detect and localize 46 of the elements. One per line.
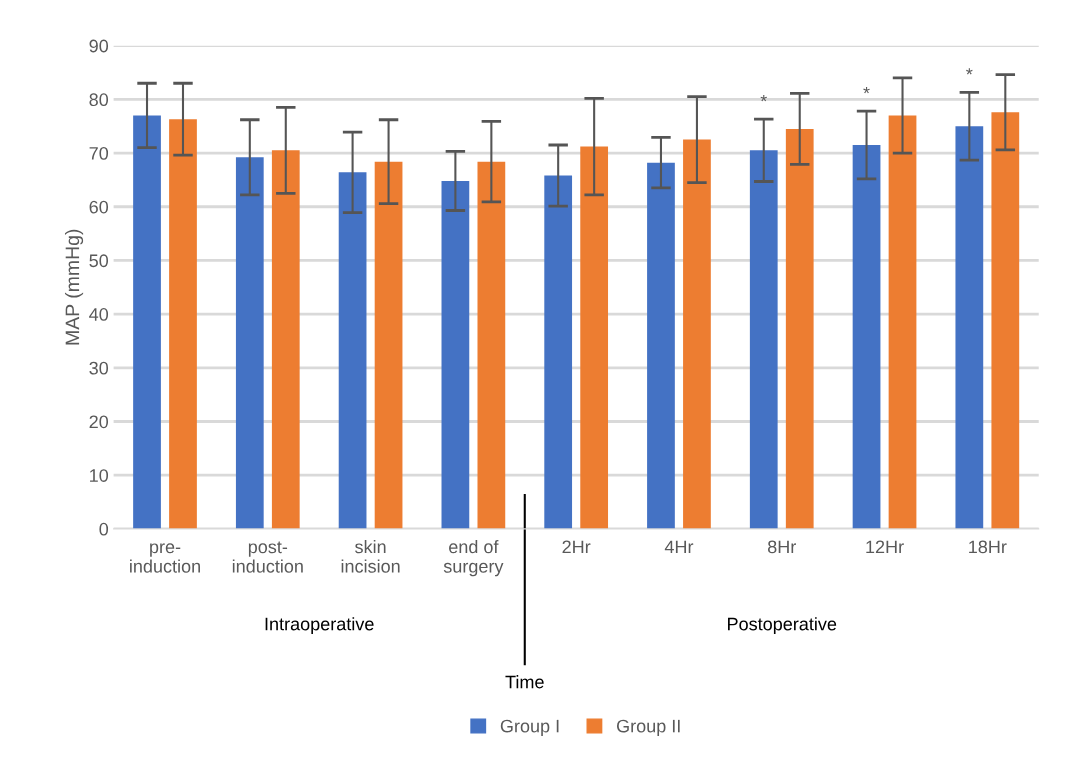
bar [580, 146, 609, 529]
y-tick-label: 30 [89, 361, 109, 375]
legend-label: Group II [617, 719, 680, 737]
text: Time [505, 675, 544, 689]
bar [647, 162, 675, 529]
x-tick-label: 18Hr [969, 540, 1007, 554]
y-tick-label: 0 [99, 522, 109, 536]
y-tick-label: 50 [89, 254, 109, 268]
bar [133, 115, 161, 529]
y-tick-label: 60 [89, 200, 109, 214]
y-tick-label: 40 [89, 308, 109, 321]
annotation: * [760, 95, 767, 102]
y-tick-label: 80 [89, 93, 109, 107]
y-tick-label: 70 [89, 146, 109, 160]
bar [441, 180, 470, 529]
x-tick-label: skin incision [341, 540, 400, 573]
bar [477, 161, 506, 529]
bar [955, 126, 984, 529]
y-axis-title: MAP (mmHg) [64, 229, 84, 345]
y-tick-label: 90 [89, 39, 109, 53]
bar [888, 115, 917, 529]
text: Postoperative [728, 617, 837, 634]
bar [271, 150, 300, 529]
annotation: * [863, 86, 870, 94]
bar [544, 175, 573, 529]
bar [683, 139, 711, 529]
x-tick-label: 2Hr [562, 540, 591, 554]
y-tick-label: 20 [89, 415, 109, 429]
bar [991, 112, 1020, 529]
x-tick-label: 4Hr [664, 540, 694, 554]
bar [852, 144, 881, 529]
x-tick-label: end of surgery [443, 540, 504, 577]
x-tick-label: 12Hr [866, 540, 904, 554]
bar [169, 119, 197, 529]
bar [235, 157, 264, 529]
bar [338, 172, 367, 529]
bar [785, 128, 814, 529]
x-tick-label: post- induction [232, 541, 303, 573]
legend-label: Group I [500, 719, 559, 737]
y-tick-label: 10 [90, 469, 109, 482]
text: Intraoperative [265, 617, 374, 634]
bar [749, 150, 778, 529]
x-tick-label: pre- induction [130, 543, 200, 573]
x-tick-label: 8Hr [767, 540, 796, 554]
bar [374, 161, 403, 529]
annotation: * [966, 68, 973, 75]
